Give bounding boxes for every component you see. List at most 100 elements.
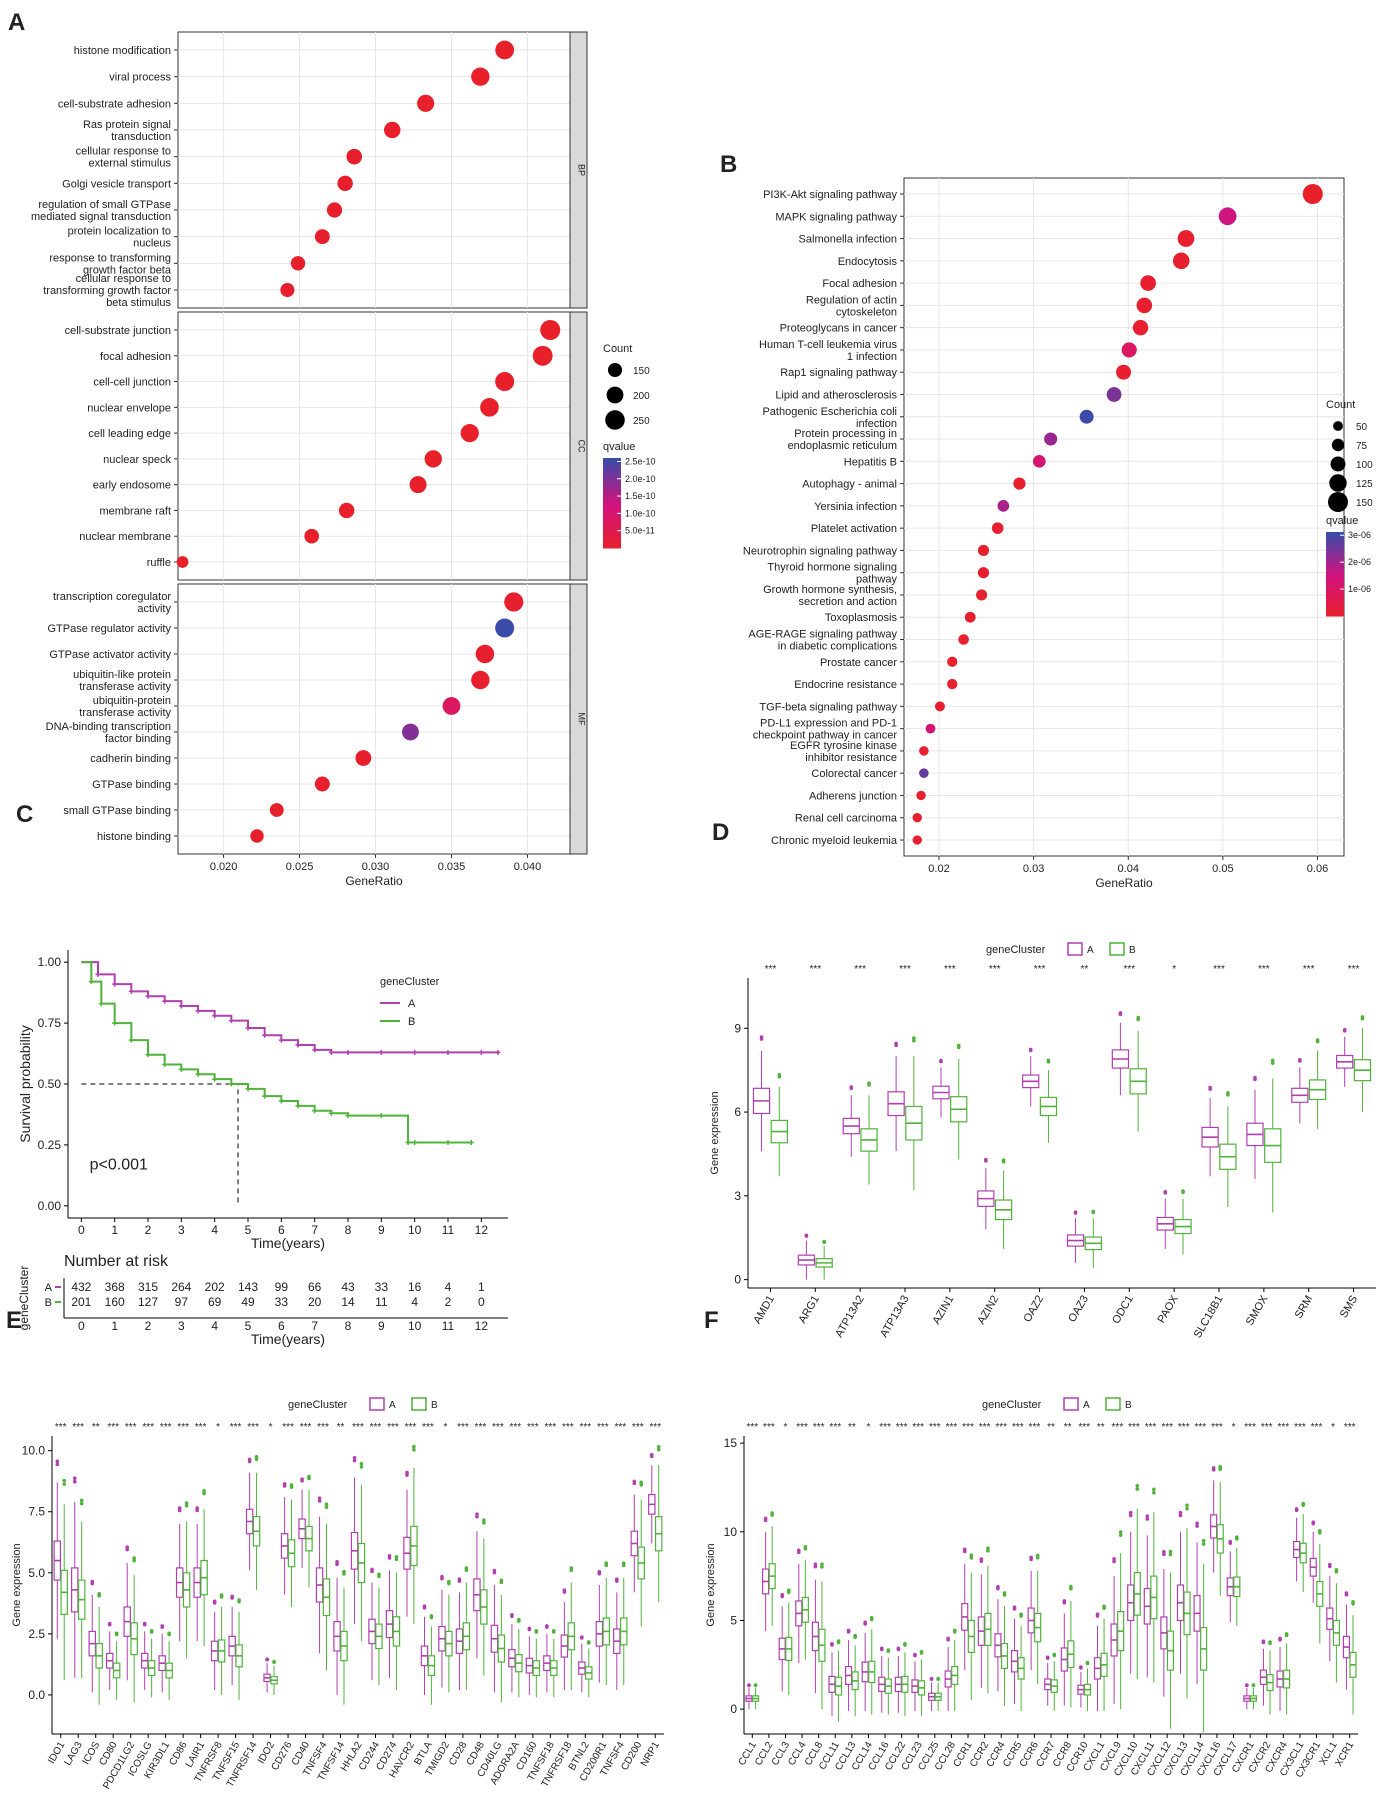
legend-qvalue-label: 2.0e-10 — [625, 474, 656, 484]
censor-mark — [378, 1049, 384, 1055]
outlier-b — [62, 1478, 67, 1483]
outlier-b — [639, 1480, 644, 1485]
legend-gradient-step — [1326, 607, 1344, 611]
legend-key-b — [1105, 1397, 1121, 1411]
significance-mark: * — [867, 1422, 871, 1433]
outlier-b — [307, 1474, 311, 1479]
legend-qvalue-label: 2e-06 — [1348, 557, 1371, 567]
legend-gradient-step — [1326, 557, 1344, 561]
term-dot — [409, 476, 427, 494]
censor-mark — [345, 1049, 351, 1055]
censor-mark — [95, 971, 101, 977]
term-label: external stimulus — [88, 158, 171, 170]
censor-mark — [468, 1139, 474, 1145]
x-tick-label: OAZ3 — [1066, 1294, 1091, 1325]
censor-mark — [495, 1049, 501, 1055]
x-tick-label: SMOX — [1244, 1293, 1271, 1328]
legend-gradient-step — [1326, 568, 1344, 572]
significance-mark: *** — [1128, 1422, 1140, 1433]
risk-time-label: 2 — [145, 1319, 152, 1333]
legend-gradient-step — [603, 470, 621, 474]
legend-key-a — [1063, 1397, 1079, 1411]
risk-count: 201 — [71, 1295, 91, 1309]
term-label: cell leading edge — [88, 428, 171, 440]
risk-time-label: 9 — [378, 1319, 385, 1333]
outlier-b — [184, 1501, 189, 1505]
legend-gradient-step — [603, 467, 621, 471]
outlier-b — [820, 1564, 824, 1569]
outlier-a — [72, 1476, 77, 1481]
censor-mark — [162, 1062, 168, 1068]
outlier-a — [1294, 1507, 1299, 1511]
censor-mark — [98, 1001, 104, 1007]
outlier-a — [1162, 1549, 1166, 1554]
outlier-a — [527, 1626, 532, 1631]
outlier-a — [1261, 1639, 1266, 1643]
risk-table-x-title: Time(years) — [251, 1331, 325, 1347]
risk-time-label: 8 — [345, 1319, 352, 1333]
outlier-b — [1118, 1530, 1123, 1534]
outlier-a — [830, 1641, 834, 1646]
x-axis-title: GeneRatio — [1095, 876, 1153, 890]
censor-mark — [145, 1052, 151, 1058]
term-label: inhibitor resistance — [805, 752, 897, 764]
term-dot — [912, 813, 922, 823]
significance-mark: *** — [1211, 1422, 1223, 1433]
censor-mark — [228, 1081, 234, 1087]
censor-mark — [228, 1018, 234, 1024]
significance-mark: *** — [527, 1422, 539, 1433]
outlier-b — [97, 1591, 101, 1596]
term-label: focal adhesion — [100, 351, 171, 363]
significance-mark: *** — [879, 1422, 891, 1433]
legend-title: geneCluster — [982, 1399, 1042, 1411]
term-dot — [442, 697, 461, 715]
legend-size-label: 125 — [1356, 479, 1373, 490]
term-label: beta stimulus — [106, 297, 171, 309]
censor-mark — [312, 1047, 318, 1053]
legend-gradient-step — [1326, 537, 1344, 541]
risk-count: 202 — [205, 1280, 225, 1294]
outlier-b — [552, 1629, 556, 1633]
term-dot — [947, 656, 958, 667]
term-label: checkpoint pathway in cancer — [753, 730, 898, 742]
term-label: Ras protein signal — [83, 119, 171, 131]
significance-mark: ** — [92, 1422, 100, 1433]
outlier-a — [405, 1473, 409, 1477]
term-label: pathway — [856, 574, 897, 586]
term-label: ubiquitin-like protein — [73, 669, 171, 681]
legend-size-dot — [607, 362, 623, 378]
y-tick-label: 0.75 — [38, 1016, 62, 1030]
outlier-b — [753, 1683, 758, 1687]
risk-count: 14 — [341, 1295, 355, 1309]
y-tick-label: 0.25 — [38, 1138, 62, 1152]
term-label: membrane raft — [99, 505, 171, 517]
significance-mark: * — [1232, 1422, 1236, 1433]
outlier-b — [1118, 1533, 1123, 1537]
term-label: Autophagy - animal — [802, 479, 897, 491]
x-tick-label: AZIN1 — [930, 1294, 956, 1327]
legend-key-b — [411, 1397, 427, 1411]
term-label: response to transforming — [49, 252, 171, 264]
term-dot — [919, 746, 929, 756]
y-tick-label: 10.0 — [22, 1444, 46, 1458]
risk-time-label: 0 — [78, 1319, 85, 1333]
outlier-b — [132, 1556, 136, 1560]
significance-mark: * — [1331, 1422, 1335, 1433]
x-tick-label: 8 — [345, 1223, 352, 1237]
outlier-a — [796, 1548, 801, 1553]
x-tick-label: 11 — [442, 1223, 455, 1237]
term-label: small GTPase binding — [63, 805, 171, 817]
outlier-a — [996, 1584, 1000, 1589]
y-tick-label: 10 — [724, 1525, 738, 1539]
outlier-b — [1102, 1604, 1106, 1609]
term-dot — [1121, 342, 1137, 358]
x-tick-label: 0.04 — [1118, 863, 1139, 875]
term-label: TGF-beta signaling pathway — [759, 701, 897, 713]
term-label: Golgi vesicle transport — [62, 178, 171, 190]
legend-gradient-step — [603, 485, 621, 489]
outlier-b — [952, 1628, 957, 1633]
legend-gradient-step — [603, 518, 621, 522]
risk-count: 0 — [478, 1295, 485, 1309]
legend-key-a — [1067, 942, 1083, 956]
